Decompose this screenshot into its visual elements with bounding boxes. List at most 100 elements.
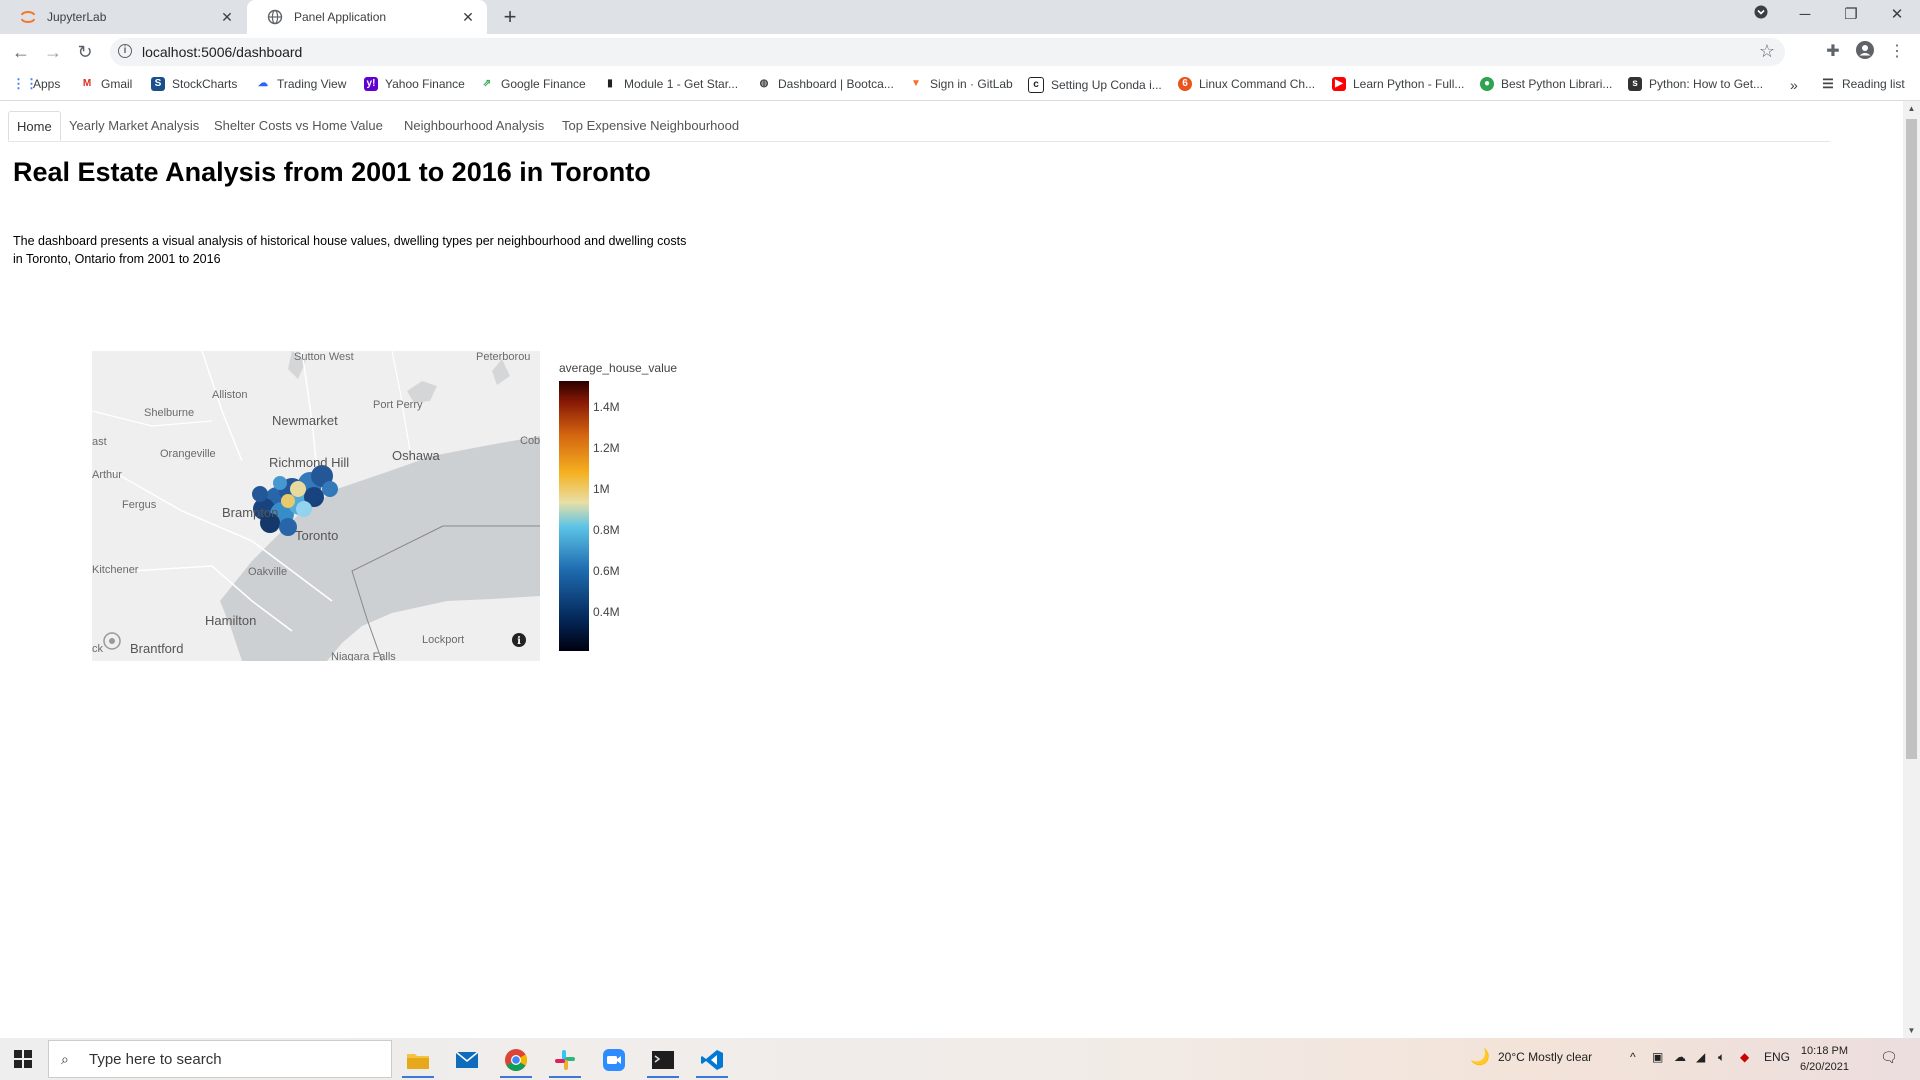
bookmark-module-1[interactable]: ▮ Module 1 - Get Star...	[603, 77, 738, 91]
map-basemap: i	[92, 351, 540, 661]
youtube-icon: ▶	[1332, 77, 1346, 91]
extensions-icon[interactable]: ✚	[1826, 43, 1840, 60]
mail-icon[interactable]	[447, 1042, 487, 1078]
bookmark-label: Setting Up Conda i...	[1051, 78, 1162, 92]
colorbar-tick: 0.4M	[593, 605, 620, 619]
terminal-icon[interactable]	[643, 1042, 683, 1078]
bookmark-star-icon[interactable]: ☆	[1758, 41, 1775, 61]
bookmark-yahoo-finance[interactable]: y! Yahoo Finance	[364, 77, 465, 91]
show-hidden-icons-icon[interactable]: ^	[1630, 1050, 1636, 1064]
tab-home[interactable]: Home	[8, 111, 61, 141]
bookmark-label: Python: How to Get...	[1649, 77, 1764, 91]
scrollbar-thumb[interactable]	[1906, 119, 1917, 759]
tab-neighbourhood-analysis[interactable]: Neighbourhood Analysis	[404, 118, 545, 133]
network-icon[interactable]: ◢	[1696, 1050, 1706, 1064]
tab-search-icon[interactable]	[1738, 0, 1784, 30]
toronto-map[interactable]: i Sutton West Peterborou Alliston Port P…	[92, 351, 540, 661]
map-label: Fergus	[122, 499, 157, 511]
file-explorer-icon[interactable]	[398, 1042, 438, 1078]
slack-icon[interactable]	[545, 1042, 585, 1078]
bookmark-learn-python[interactable]: ▶ Learn Python - Full...	[1332, 77, 1464, 91]
bookmark-stockcharts[interactable]: S StockCharts	[151, 77, 237, 91]
google-finance-icon: ⇗	[480, 77, 494, 91]
bookmark-gmail[interactable]: M Gmail	[80, 77, 132, 91]
mapbox-logo-icon	[103, 632, 121, 650]
bookmark-google-finance[interactable]: ⇗ Google Finance	[480, 77, 586, 91]
docs-icon: c	[1028, 77, 1044, 93]
system-clock[interactable]: 10:18 PM 6/20/2021	[1800, 1043, 1849, 1075]
bookmarks-bar: ⋮⋮ Apps M Gmail S StockCharts ☁ Trading View…	[0, 70, 1920, 101]
jupyter-icon	[20, 9, 36, 25]
bookmark-gitlab[interactable]: ▼ Sign in · GitLab	[909, 77, 1013, 91]
stockcharts-icon: S	[151, 77, 165, 91]
map-label: Cobo	[520, 435, 540, 447]
volume-icon[interactable]: 🔈︎	[1718, 1050, 1726, 1064]
reading-list-button[interactable]: ☰ Reading list	[1821, 77, 1905, 91]
bookmark-dashboard-bootcamp[interactable]: ◍ Dashboard | Bootca...	[757, 77, 894, 91]
tab-title: Panel Application	[294, 10, 387, 24]
scroll-up-icon[interactable]: ▲	[1907, 104, 1916, 113]
onedrive-icon[interactable]: ☁	[1674, 1050, 1686, 1064]
bookmark-label: Best Python Librari...	[1501, 77, 1613, 91]
search-placeholder: Type here to search	[89, 1051, 222, 1068]
reading-list-icon: ☰	[1821, 76, 1835, 91]
language-indicator[interactable]: ENG	[1764, 1050, 1791, 1064]
close-window-icon[interactable]: ✕	[1890, 6, 1904, 23]
map-label: Port Perry	[373, 399, 423, 411]
bookmark-python-libraries[interactable]: ● Best Python Librari...	[1480, 77, 1612, 91]
taskbar-search-box[interactable]: ⌕ Type here to search	[48, 1040, 392, 1078]
url-text[interactable]: localhost:5006/dashboard	[142, 44, 303, 60]
vscode-icon[interactable]	[692, 1042, 732, 1078]
globe-icon: ◍	[757, 77, 771, 91]
map-label: Oakville	[248, 566, 288, 578]
address-bar[interactable]: i localhost:5006/dashboard ☆	[110, 38, 1785, 66]
bookmark-linux-command[interactable]: 6 Linux Command Ch...	[1178, 77, 1315, 91]
clock-date: 6/20/2021	[1800, 1061, 1849, 1073]
chrome-icon[interactable]	[496, 1042, 536, 1078]
weather-moon-icon[interactable]: 🌙	[1470, 1049, 1490, 1066]
scroll-down-icon[interactable]: ▼	[1907, 1026, 1916, 1035]
tab-top-expensive[interactable]: Top Expensive Neighbourhood	[562, 118, 740, 133]
map-label: Oshawa	[392, 448, 440, 463]
close-tab-icon[interactable]: ✕	[221, 9, 233, 25]
active-indicator	[500, 1076, 532, 1078]
dashboard-tabs: Home Yearly Market Analysis Shelter Cost…	[8, 111, 1830, 142]
notifications-icon[interactable]: 🗨︎	[1880, 1049, 1898, 1065]
menu-icon[interactable]: ⋮	[1889, 43, 1905, 60]
new-tab-button[interactable]: +	[503, 4, 517, 29]
bookmarks-overflow-icon[interactable]: »	[1790, 77, 1798, 93]
bookmark-apps[interactable]: ⋮⋮ Apps	[12, 77, 60, 92]
close-tab-icon[interactable]: ✕	[462, 9, 474, 25]
profile-icon[interactable]	[1853, 40, 1877, 64]
windows-taskbar: ⌕ Type here to search 🌙 20°C Mostly clea…	[0, 1038, 1920, 1080]
weather-text[interactable]: 20°C Mostly clear	[1498, 1050, 1593, 1064]
map-label: ck	[92, 643, 103, 655]
book-icon: ▮	[603, 77, 617, 91]
site-info-icon[interactable]: i	[118, 44, 132, 58]
reading-list-label: Reading list	[1842, 77, 1905, 91]
minimize-icon[interactable]: ─	[1799, 6, 1811, 23]
bookmark-conda[interactable]: c Setting Up Conda i...	[1028, 77, 1162, 93]
meet-now-icon[interactable]: ▣	[1652, 1050, 1664, 1064]
bookmark-python-how-to[interactable]: s Python: How to Get...	[1628, 77, 1763, 91]
windows-start-icon[interactable]	[14, 1050, 32, 1068]
back-icon[interactable]: ←	[12, 42, 30, 62]
tab-panel-application[interactable]: Panel Application ✕	[247, 0, 487, 34]
tab-jupyterlab[interactable]: JupyterLab ✕	[0, 0, 246, 34]
zoom-icon[interactable]	[594, 1042, 634, 1078]
tab-title: JupyterLab	[47, 10, 107, 24]
active-indicator	[696, 1076, 728, 1078]
python-site-icon: ●	[1480, 77, 1494, 91]
security-icon[interactable]: ◆	[1740, 1050, 1750, 1064]
colorbar-title: average_house_value	[559, 361, 678, 375]
bookmark-trading-view[interactable]: ☁ Trading View	[256, 77, 346, 91]
active-indicator	[549, 1076, 581, 1078]
restore-icon[interactable]: ❐	[1844, 6, 1858, 23]
page-scrollbar[interactable]: ▲ ▼	[1903, 101, 1920, 1038]
tab-yearly-market-analysis[interactable]: Yearly Market Analysis	[69, 118, 200, 133]
forward-icon[interactable]: →	[44, 42, 62, 62]
reload-icon[interactable]: ↻	[77, 42, 93, 62]
map-label: Shelburne	[144, 407, 195, 419]
tab-shelter-costs[interactable]: Shelter Costs vs Home Value	[214, 118, 383, 133]
bookmark-label: Yahoo Finance	[385, 77, 465, 91]
